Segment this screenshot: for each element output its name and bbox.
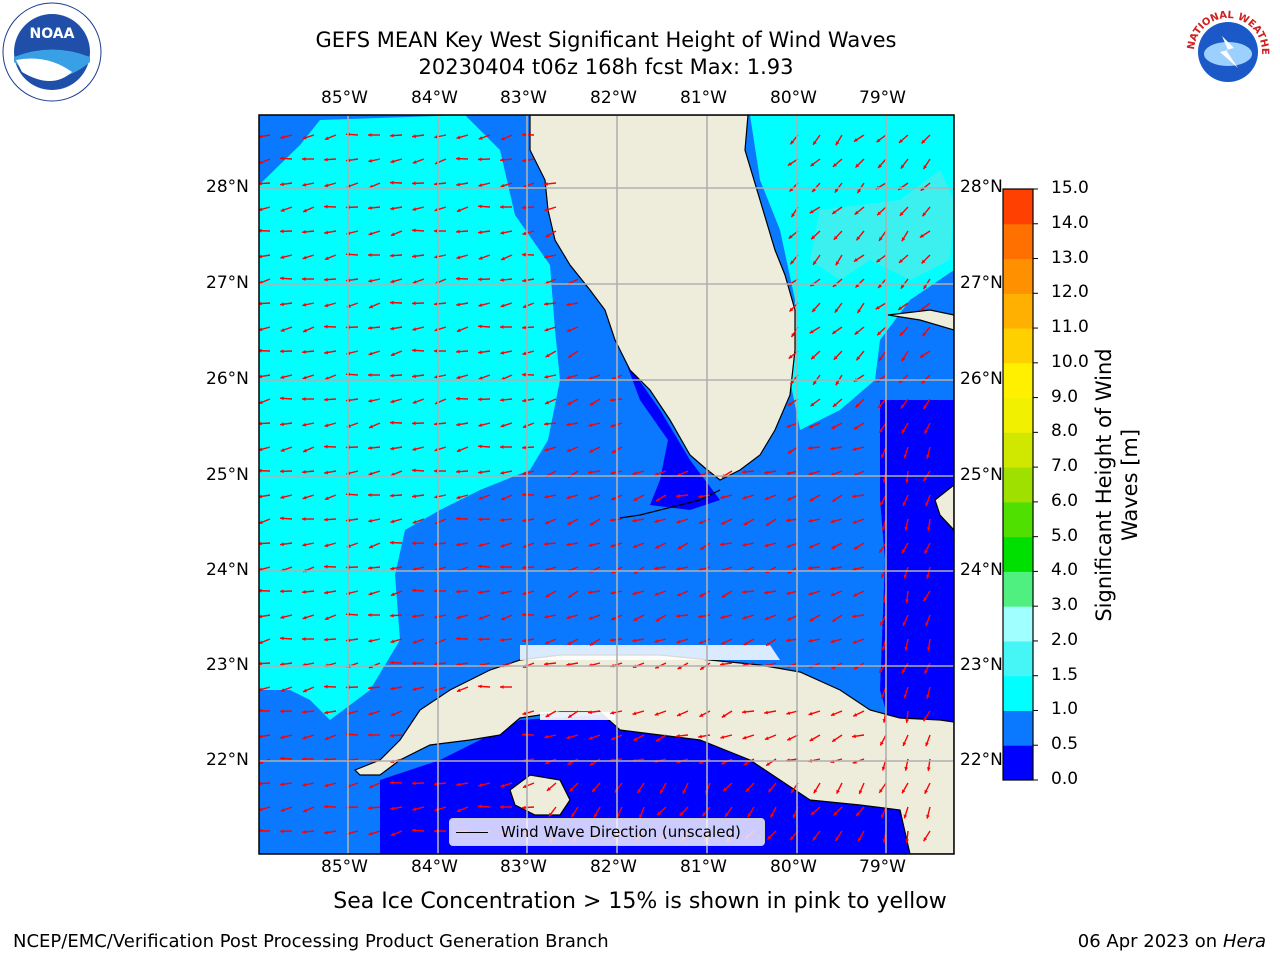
colorbar-band: [1003, 571, 1033, 606]
colorbar-tick-label: 6.0: [1051, 491, 1078, 511]
colorbar-band: [1003, 363, 1033, 398]
lat-tick-label-left: 27°N: [206, 273, 249, 293]
lon-tick-label-bottom: 84°W: [411, 857, 458, 877]
legend-label: Wind Wave Direction (unscaled): [501, 823, 741, 841]
lat-tick-label-right: 23°N: [960, 655, 1003, 675]
lon-tick-label-bottom: 82°W: [590, 857, 637, 877]
colorbar-band: [1003, 293, 1033, 328]
lon-tick-label-bottom: 85°W: [321, 857, 368, 877]
colorbar-band: [1003, 502, 1033, 537]
lon-tick-label-top: 83°W: [500, 88, 547, 108]
colorbar-band: [1003, 432, 1033, 467]
lon-tick-label-bottom: 81°W: [680, 857, 727, 877]
colorbar-tick-label: 5.0: [1051, 526, 1078, 546]
lon-tick-label-top: 84°W: [411, 88, 458, 108]
lat-tick-label-right: 28°N: [960, 177, 1003, 197]
colorbar-band: [1003, 745, 1033, 780]
lon-tick-label-bottom: 80°W: [770, 857, 817, 877]
colorbar-tick-label: 4.0: [1051, 560, 1078, 580]
footer-machine: Hera: [1223, 931, 1266, 952]
colorbar-label: Significant Height of Wind Waves [m]: [1091, 348, 1143, 621]
lon-tick-label-top: 82°W: [590, 88, 637, 108]
colorbar-band: [1003, 328, 1033, 363]
map-plot: [258, 115, 954, 854]
lon-tick-label-top: 80°W: [770, 88, 817, 108]
colorbar-band: [1003, 676, 1033, 711]
colorbar-tick-label: 9.0: [1051, 387, 1078, 407]
colorbar: [1003, 189, 1038, 781]
lat-tick-label-left: 25°N: [206, 465, 249, 485]
colorbar-band: [1003, 710, 1033, 745]
colorbar-tick-label: 10.0: [1051, 352, 1089, 372]
colorbar-band: [1003, 606, 1033, 641]
colorbar-label-line2: Waves [m]: [1117, 348, 1143, 621]
colorbar-tick-label: 13.0: [1051, 248, 1089, 268]
colorbar-tick-label: 14.0: [1051, 213, 1089, 233]
lat-tick-label-left: 26°N: [206, 369, 249, 389]
lat-tick-label-left: 23°N: [206, 655, 249, 675]
lon-tick-label-bottom: 79°W: [859, 857, 906, 877]
colorbar-tick-label: 1.5: [1051, 665, 1078, 685]
colorbar-tick-label: 12.0: [1051, 282, 1089, 302]
colorbar-band: [1003, 224, 1033, 259]
colorbar-tick-label: 1.0: [1051, 699, 1078, 719]
lat-tick-label-right: 24°N: [960, 560, 1003, 580]
sea-ice-caption: Sea Ice Concentration > 15% is shown in …: [240, 889, 1040, 914]
colorbar-band: [1003, 641, 1033, 676]
lat-tick-label-right: 27°N: [960, 273, 1003, 293]
lat-tick-label-right: 22°N: [960, 750, 1003, 770]
colorbar-tick-label: 8.0: [1051, 421, 1078, 441]
lat-tick-label-left: 22°N: [206, 750, 249, 770]
colorbar-band: [1003, 467, 1033, 502]
colorbar-band: [1003, 259, 1033, 294]
footer-date: 06 Apr 2023 on Hera: [1078, 931, 1266, 952]
colorbar-band: [1003, 398, 1033, 433]
footer-branch: NCEP/EMC/Verification Post Processing Pr…: [13, 931, 609, 952]
colorbar-band: [1003, 537, 1033, 572]
colorbar-tick-label: 7.0: [1051, 456, 1078, 476]
legend-line-icon: [456, 832, 488, 833]
colorbar-band: [1003, 189, 1033, 224]
footer-date-text: 06 Apr 2023 on: [1078, 931, 1223, 952]
lat-tick-label-right: 25°N: [960, 465, 1003, 485]
lon-tick-label-bottom: 83°W: [500, 857, 547, 877]
lon-tick-label-top: 81°W: [680, 88, 727, 108]
colorbar-tick-label: 11.0: [1051, 317, 1089, 337]
colorbar-tick-label: 0.5: [1051, 734, 1078, 754]
colorbar-tick-label: 3.0: [1051, 595, 1078, 615]
lat-tick-label-left: 28°N: [206, 177, 249, 197]
lon-tick-label-top: 79°W: [859, 88, 906, 108]
colorbar-tick-label: 2.0: [1051, 630, 1078, 650]
map-legend: Wind Wave Direction (unscaled): [449, 818, 765, 846]
coast-mask-cuba-north: [520, 645, 780, 660]
lat-tick-label-left: 24°N: [206, 560, 249, 580]
colorbar-tick-label: 0.0: [1051, 769, 1078, 789]
colorbar-tick-label: 15.0: [1051, 178, 1089, 198]
lat-tick-label-right: 26°N: [960, 369, 1003, 389]
lon-tick-label-top: 85°W: [321, 88, 368, 108]
colorbar-label-line1: Significant Height of Wind: [1091, 348, 1117, 621]
